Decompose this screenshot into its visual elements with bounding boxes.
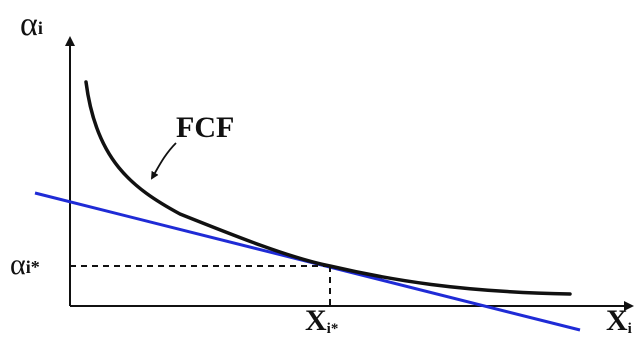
x-axis-label: Xi xyxy=(606,306,632,337)
y-axis-label: αi xyxy=(20,8,43,42)
alpha-star-label-main: α xyxy=(10,248,26,281)
x-star-label: Xi* xyxy=(305,306,338,337)
x-star-label-main: X xyxy=(305,304,327,337)
x-axis-label-sub: i xyxy=(627,321,632,337)
x-axis-label-main: X xyxy=(606,304,628,337)
fcf-curve-label: FCF xyxy=(176,111,235,144)
x-star-label-sub: i* xyxy=(326,321,339,337)
y-axis-label-main: α xyxy=(20,6,38,43)
alpha-star-label: αi* xyxy=(10,250,40,280)
alpha-star-label-sub: i* xyxy=(25,257,40,277)
y-axis-label-sub: i xyxy=(37,18,43,38)
fcf-curve xyxy=(84,80,572,296)
fcf-pointer-arrow xyxy=(150,142,177,180)
